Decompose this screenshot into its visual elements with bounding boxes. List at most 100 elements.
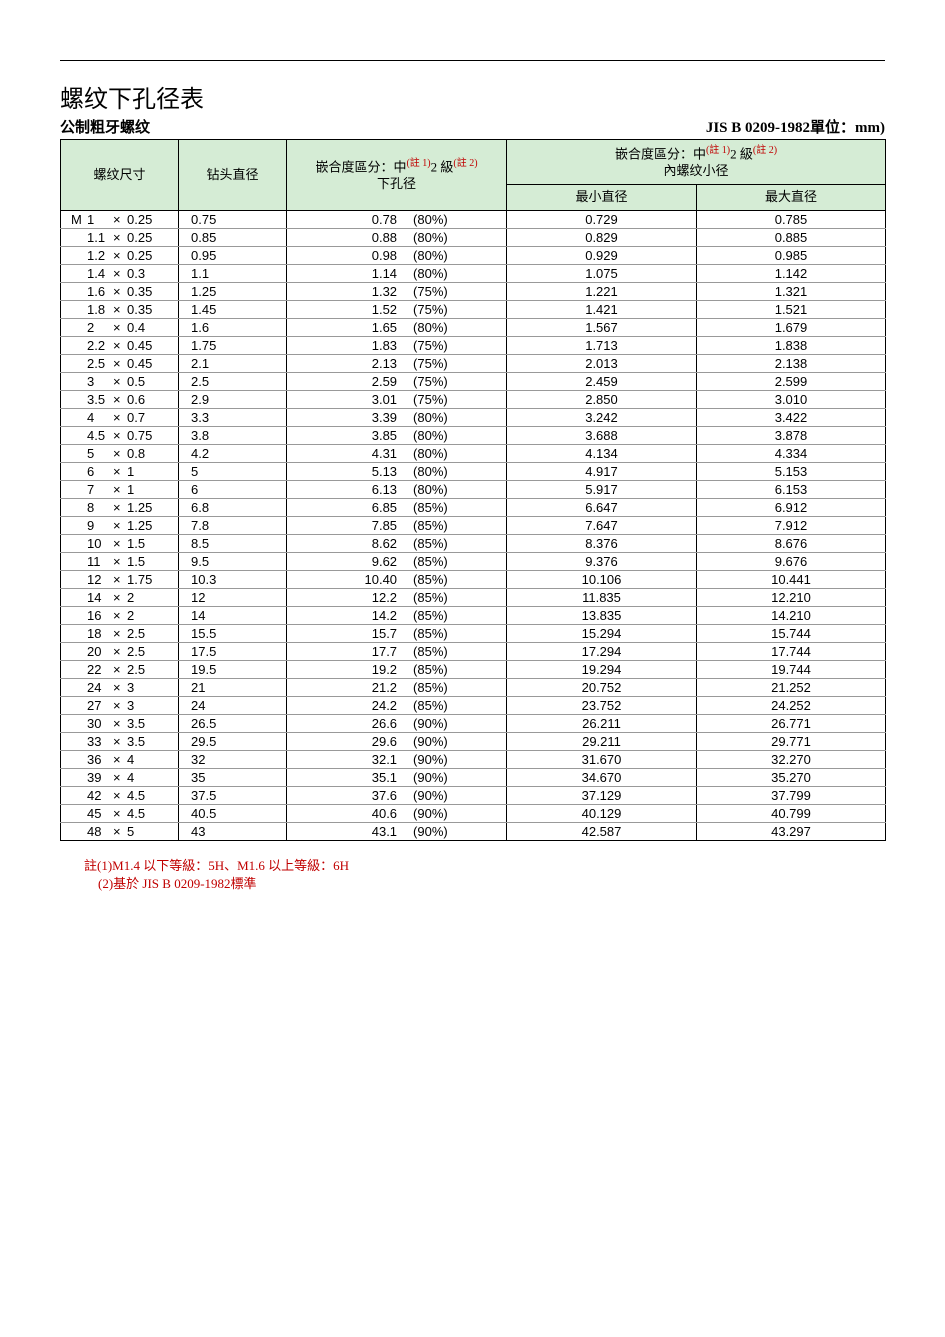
table-row: 33×3.529.529.6(90%)29.21129.771: [61, 733, 886, 751]
footnote-2: (2)基於 JIS B 0209-1982標準: [98, 875, 885, 893]
cell-drill: 0.85: [179, 229, 287, 247]
cell-max-dia: 14.210: [697, 607, 886, 625]
cell-max-dia: 0.985: [697, 247, 886, 265]
table-row: 4.5×0.753.83.85(80%)3.6883.878: [61, 427, 886, 445]
cell-drill: 1.1: [179, 265, 287, 283]
cell-bore: 21.2(85%): [287, 679, 507, 697]
cell-size: 2.5×0.45: [61, 355, 179, 373]
table-row: 42×4.537.537.6(90%)37.12937.799: [61, 787, 886, 805]
cell-max-dia: 35.270: [697, 769, 886, 787]
cell-min-dia: 3.688: [507, 427, 697, 445]
cell-size: 39×4: [61, 769, 179, 787]
cell-drill: 9.5: [179, 553, 287, 571]
cell-bore: 5.13(80%): [287, 463, 507, 481]
table-row: 16×21414.2(85%)13.83514.210: [61, 607, 886, 625]
footnotes: 註(1)M1.4 以下等級：5H、M1.6 以上等級：6H (2)基於 JIS …: [84, 857, 885, 893]
cell-min-dia: 31.670: [507, 751, 697, 769]
cell-bore: 1.32(75%): [287, 283, 507, 301]
table-row: 8×1.256.86.85(85%)6.6476.912: [61, 499, 886, 517]
cell-drill: 14: [179, 607, 287, 625]
cell-bore: 2.59(75%): [287, 373, 507, 391]
cell-drill: 2.1: [179, 355, 287, 373]
cell-drill: 0.75: [179, 211, 287, 229]
cell-max-dia: 5.153: [697, 463, 886, 481]
table-row: 20×2.517.517.7(85%)17.29417.744: [61, 643, 886, 661]
table-row: 24×32121.2(85%)20.75221.252: [61, 679, 886, 697]
table-row: 4×0.73.33.39(80%)3.2423.422: [61, 409, 886, 427]
cell-size: 22×2.5: [61, 661, 179, 679]
cell-size: 48×5: [61, 823, 179, 841]
cell-drill: 4.2: [179, 445, 287, 463]
subtitle: 公制粗牙螺纹: [60, 116, 150, 137]
table-row: 1.4×0.31.11.14(80%)1.0751.142: [61, 265, 886, 283]
cell-min-dia: 34.670: [507, 769, 697, 787]
cell-drill: 19.5: [179, 661, 287, 679]
cell-min-dia: 1.713: [507, 337, 697, 355]
document-page: 螺纹下孔径表 公制粗牙螺纹 JIS B 0209-1982單位：mm) 螺纹尺寸…: [60, 60, 885, 893]
cell-size: 36×4: [61, 751, 179, 769]
cell-min-dia: 3.242: [507, 409, 697, 427]
cell-drill: 0.95: [179, 247, 287, 265]
cell-drill: 26.5: [179, 715, 287, 733]
cell-max-dia: 1.142: [697, 265, 886, 283]
cell-min-dia: 20.752: [507, 679, 697, 697]
cell-min-dia: 1.221: [507, 283, 697, 301]
cell-bore: 0.78(80%): [287, 211, 507, 229]
cell-max-dia: 26.771: [697, 715, 886, 733]
table-row: M1×0.250.750.78(80%)0.7290.785: [61, 211, 886, 229]
thread-table: 螺纹尺寸 钻头直径 嵌合度區分：中(註 1)2 級(註 2) 下孔径 嵌合度區分…: [60, 139, 886, 841]
header-inner: 嵌合度區分：中(註 1)2 級(註 2) 內螺纹小径: [507, 140, 886, 185]
cell-min-dia: 40.129: [507, 805, 697, 823]
table-row: 36×43232.1(90%)31.67032.270: [61, 751, 886, 769]
cell-size: M1×0.25: [61, 211, 179, 229]
cell-max-dia: 1.679: [697, 319, 886, 337]
table-row: 10×1.58.58.62(85%)8.3768.676: [61, 535, 886, 553]
cell-drill: 3.8: [179, 427, 287, 445]
header-inner-prefix: 嵌合度區分：中: [615, 146, 706, 161]
title-block: 螺纹下孔径表 公制粗牙螺纹 JIS B 0209-1982單位：mm): [60, 79, 885, 137]
table-row: 45×4.540.540.6(90%)40.12940.799: [61, 805, 886, 823]
cell-size: 5×0.8: [61, 445, 179, 463]
cell-drill: 40.5: [179, 805, 287, 823]
table-row: 1.8×0.351.451.52(75%)1.4211.521: [61, 301, 886, 319]
cell-max-dia: 21.252: [697, 679, 886, 697]
cell-size: 24×3: [61, 679, 179, 697]
cell-min-dia: 2.013: [507, 355, 697, 373]
header-inner-l2: 內螺纹小径: [663, 163, 728, 178]
cell-bore: 6.13(80%): [287, 481, 507, 499]
cell-size: 4.5×0.75: [61, 427, 179, 445]
cell-max-dia: 3.010: [697, 391, 886, 409]
cell-min-dia: 10.106: [507, 571, 697, 589]
header-bore-prefix: 嵌合度區分：中: [315, 159, 406, 174]
cell-max-dia: 17.744: [697, 643, 886, 661]
cell-min-dia: 6.647: [507, 499, 697, 517]
table-row: 2×0.41.61.65(80%)1.5671.679: [61, 319, 886, 337]
cell-max-dia: 4.334: [697, 445, 886, 463]
table-row: 14×21212.2(85%)11.83512.210: [61, 589, 886, 607]
cell-size: 6×1: [61, 463, 179, 481]
cell-max-dia: 15.744: [697, 625, 886, 643]
cell-max-dia: 37.799: [697, 787, 886, 805]
cell-size: 16×2: [61, 607, 179, 625]
cell-bore: 8.62(85%): [287, 535, 507, 553]
cell-bore: 1.52(75%): [287, 301, 507, 319]
cell-min-dia: 11.835: [507, 589, 697, 607]
cell-size: 1.6×0.35: [61, 283, 179, 301]
cell-max-dia: 40.799: [697, 805, 886, 823]
table-row: 39×43535.1(90%)34.67035.270: [61, 769, 886, 787]
cell-max-dia: 1.838: [697, 337, 886, 355]
cell-max-dia: 29.771: [697, 733, 886, 751]
cell-size: 42×4.5: [61, 787, 179, 805]
header-bore: 嵌合度區分：中(註 1)2 級(註 2) 下孔径: [287, 140, 507, 211]
cell-max-dia: 43.297: [697, 823, 886, 841]
cell-bore: 35.1(90%): [287, 769, 507, 787]
cell-size: 18×2.5: [61, 625, 179, 643]
cell-size: 2.2×0.45: [61, 337, 179, 355]
cell-size: 2×0.4: [61, 319, 179, 337]
cell-size: 33×3.5: [61, 733, 179, 751]
cell-bore: 10.40(85%): [287, 571, 507, 589]
header-inner-mid: 2 級: [730, 146, 753, 161]
table-row: 6×155.13(80%)4.9175.153: [61, 463, 886, 481]
cell-drill: 37.5: [179, 787, 287, 805]
cell-min-dia: 37.129: [507, 787, 697, 805]
